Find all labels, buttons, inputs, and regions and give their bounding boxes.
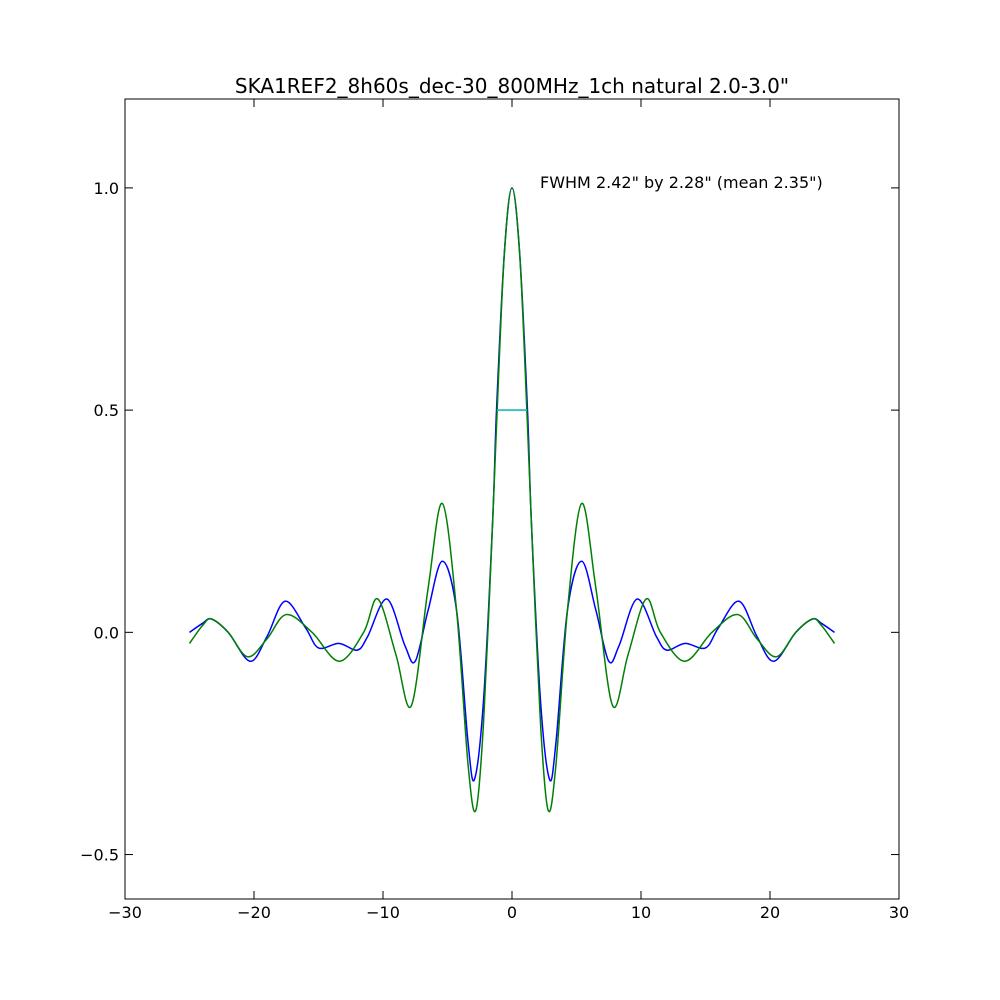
series-line-2 [188, 187, 836, 813]
x-tick-label: 20 [760, 903, 780, 922]
x-tick-label: 10 [631, 903, 651, 922]
y-tick-label: 0.0 [94, 623, 119, 642]
x-tick-label: −20 [237, 903, 271, 922]
y-tick-label: 0.5 [94, 401, 119, 420]
x-tick-label: −30 [108, 903, 142, 922]
chart-title: SKA1REF2_8h60s_dec-30_800MHz_1ch natural… [235, 74, 789, 98]
x-tick-label: −10 [366, 903, 400, 922]
y-tick-label: 1.0 [94, 179, 119, 198]
fwhm-annotation: FWHM 2.42" by 2.28" (mean 2.35") [540, 173, 823, 192]
ticks-layer: −30 −20 −10 0 10 20 30 −0.5 0.0 0.5 1.0 [80, 99, 909, 922]
x-tick-label: 30 [889, 903, 909, 922]
series-layer [188, 187, 836, 813]
plot-area [125, 99, 899, 899]
plot-border [124, 98, 900, 900]
y-tick-label: −0.5 [80, 846, 119, 865]
x-tick-label: 0 [507, 903, 517, 922]
